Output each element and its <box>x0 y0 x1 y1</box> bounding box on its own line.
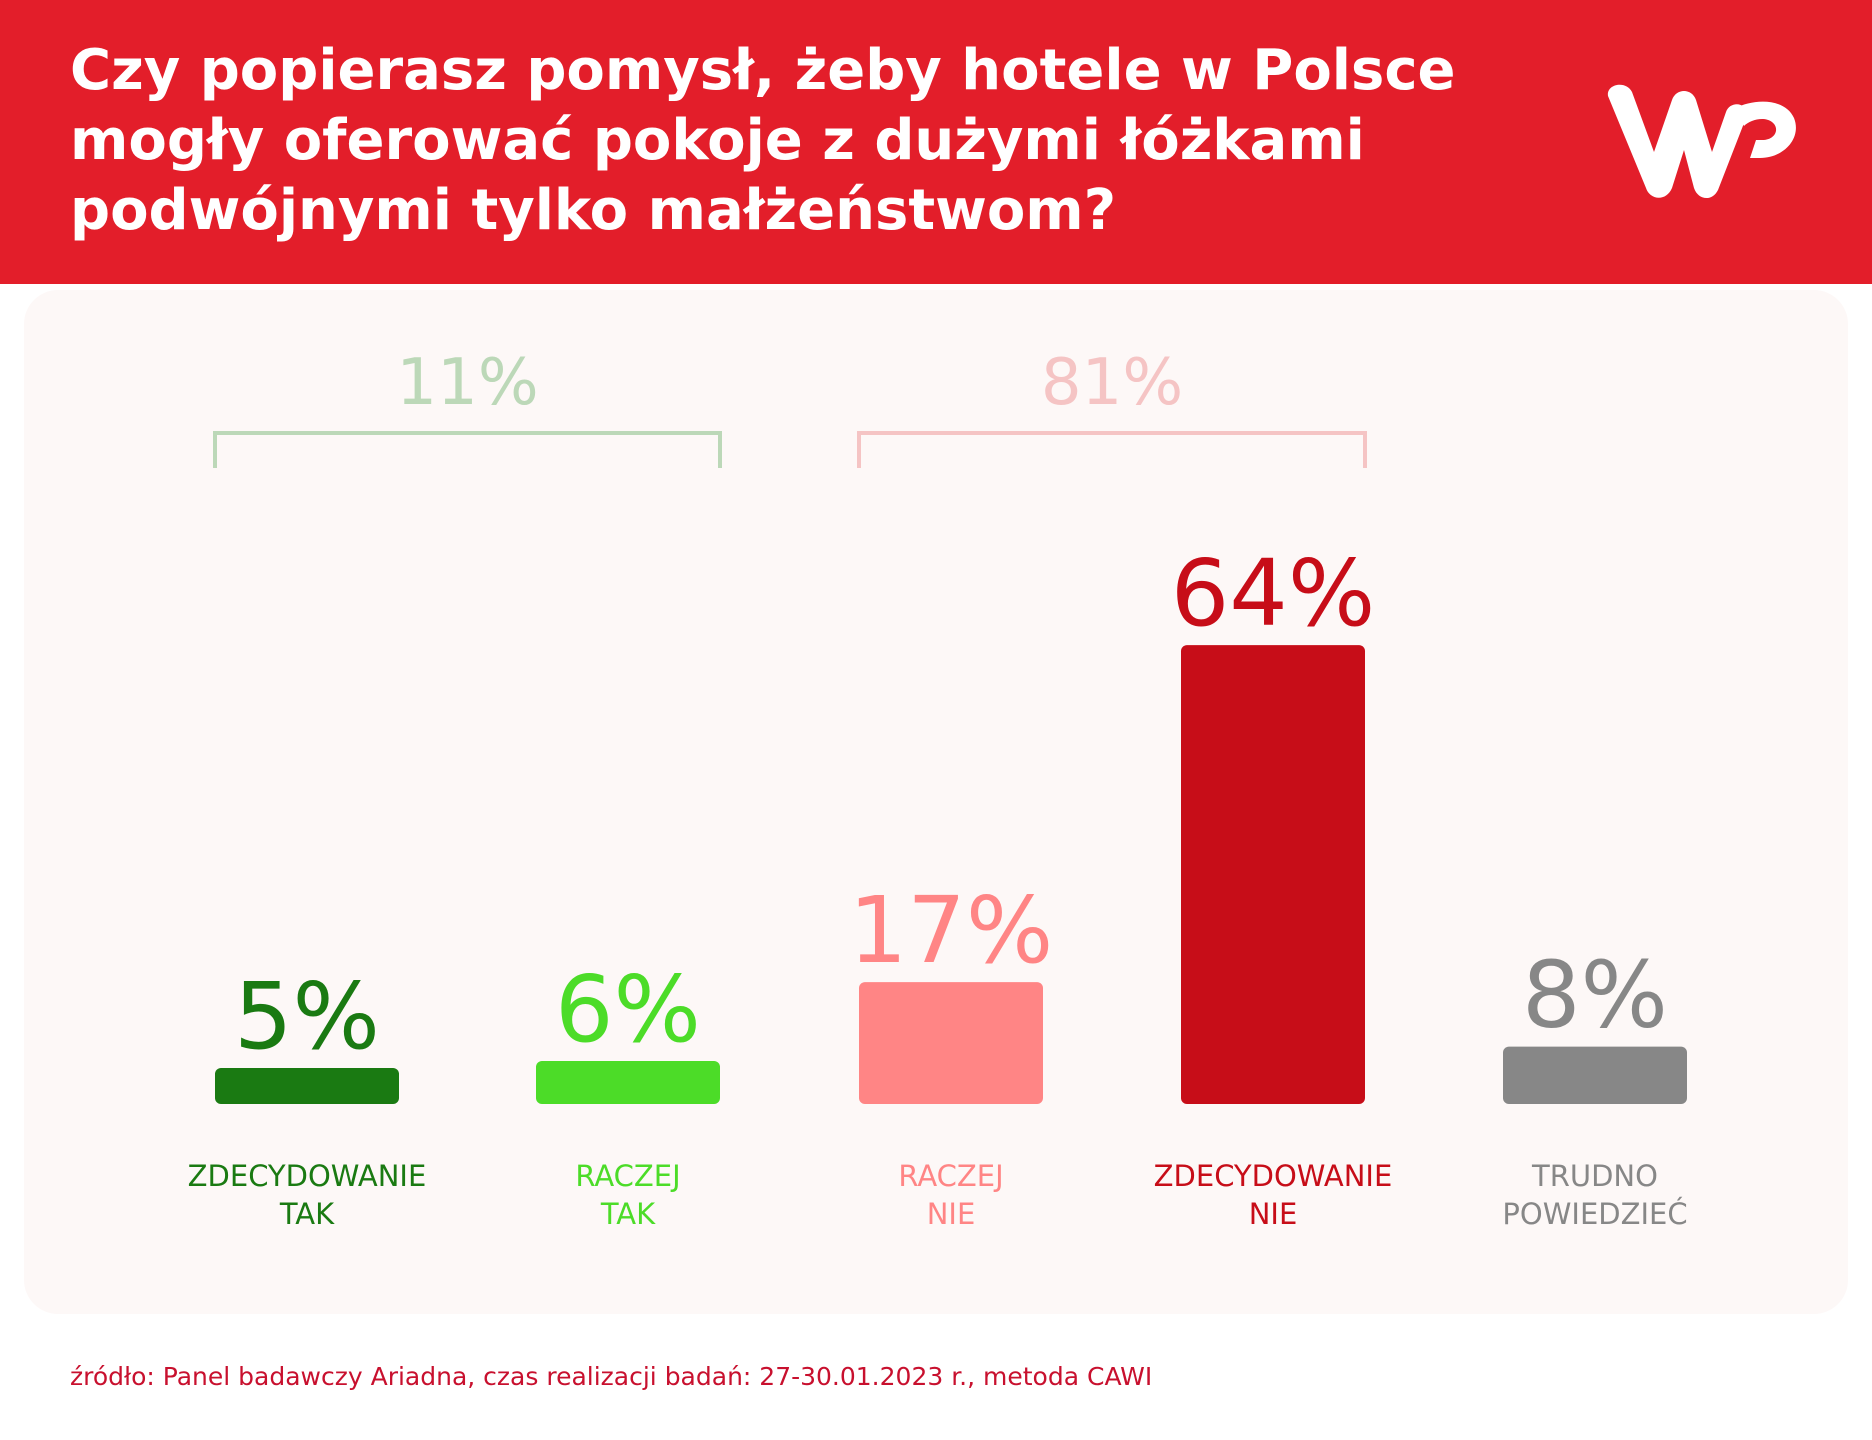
group-bracket <box>213 431 722 468</box>
wp-logo-icon <box>1607 84 1796 199</box>
category-label: RACZEJ <box>898 1159 1003 1193</box>
data-label: 6% <box>555 956 701 1063</box>
title-line: Czy popierasz pomysł, żeby hotele w Pols… <box>70 38 1456 103</box>
chart-panel <box>24 290 1848 1314</box>
title-line: podwójnymi tylko małżeństwom? <box>70 178 1117 243</box>
data-label: 17% <box>849 877 1053 984</box>
category-label: TAK <box>279 1197 335 1231</box>
header-banner: Czy popierasz pomysł, żeby hotele w Pols… <box>0 0 1872 284</box>
category-label: ZDECYDOWANIE <box>188 1159 427 1193</box>
group-label: 11% <box>396 346 538 420</box>
data-label: 8% <box>1522 942 1668 1049</box>
category-label: ZDECYDOWANIE <box>1154 1159 1393 1193</box>
category-label: TAK <box>600 1197 656 1231</box>
data-label: 5% <box>234 963 380 1070</box>
bar <box>1503 1046 1687 1104</box>
bar <box>536 1060 720 1104</box>
chart-title: Czy popierasz pomysł, żeby hotele w Pols… <box>70 36 1470 246</box>
bar <box>859 982 1043 1104</box>
source-note: źródło: Panel badawczy Ariadna, czas rea… <box>70 1362 1153 1391</box>
category-label: POWIEDZIEĆ <box>1502 1197 1687 1231</box>
category-label: TRUDNO <box>1531 1159 1658 1193</box>
title-line: mogły oferować pokoje z dużymi łóżkami <box>70 108 1365 173</box>
bar <box>215 1068 399 1104</box>
category-label: NIE <box>1249 1197 1298 1231</box>
data-label: 64% <box>1171 540 1375 647</box>
group-label: 81% <box>1041 346 1183 420</box>
group-bracket <box>857 431 1367 468</box>
category-label: RACZEJ <box>575 1159 680 1193</box>
bar <box>1181 645 1365 1104</box>
category-label: NIE <box>927 1197 976 1231</box>
